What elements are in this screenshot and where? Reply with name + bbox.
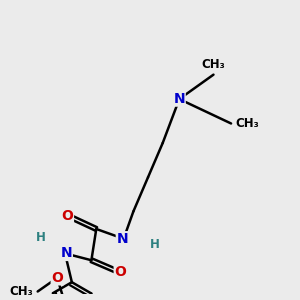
Text: O: O xyxy=(114,265,126,279)
Text: O: O xyxy=(61,209,74,223)
Text: H: H xyxy=(36,231,46,244)
Text: N: N xyxy=(173,92,185,106)
Text: N: N xyxy=(61,246,72,260)
Text: O: O xyxy=(51,271,63,285)
Text: CH₃: CH₃ xyxy=(10,285,33,298)
Text: N: N xyxy=(116,232,128,246)
Text: CH₃: CH₃ xyxy=(236,117,259,130)
Text: CH₃: CH₃ xyxy=(202,58,225,71)
Text: H: H xyxy=(150,238,160,250)
